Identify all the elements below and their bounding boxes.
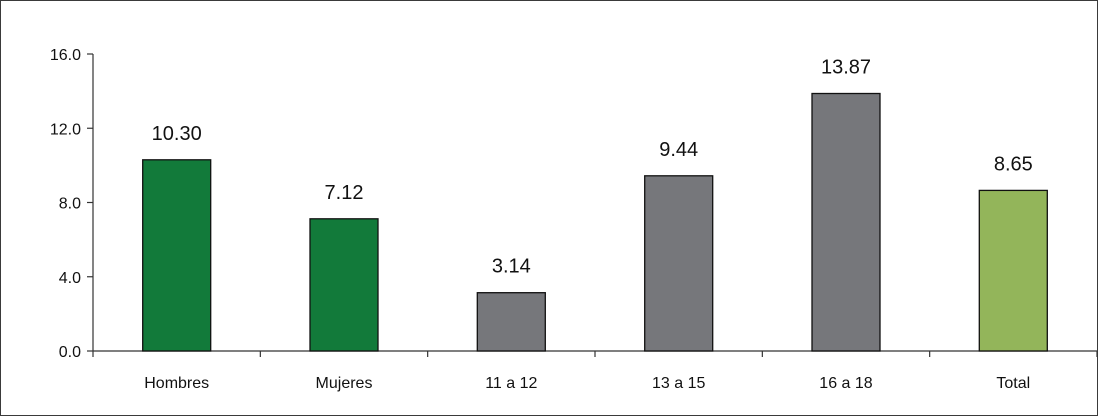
bar-total [978,189,1048,352]
data-label: 13.87 [821,57,871,79]
bar-hombres [142,159,212,352]
category-label: Mujeres [316,375,373,392]
y-tick-label: 0.0 [59,344,81,361]
chart-bars [142,92,1048,352]
category-label: 11 a 12 [485,375,537,392]
data-label: 8.65 [994,153,1033,175]
bar-11-a-12 [476,292,546,352]
y-tick-label: 12.0 [50,121,81,138]
chart-axes: 0.0 4.0 8.0 12.0 16.0 [50,47,1098,361]
y-tick-label: 8.0 [59,196,81,213]
bar-16-a-18 [811,92,881,352]
category-label: 13 a 15 [652,375,705,392]
y-tick-label: 16.0 [50,47,81,64]
data-label: 7.12 [325,182,364,204]
chart-labels: 10.30 Hombres 7.12 Mujeres 3.14 11 a 12 9.44 13… [144,57,1033,393]
category-label: Total [996,375,1030,392]
data-label: 9.44 [659,139,698,161]
category-label: Hombres [144,375,209,392]
data-label: 10.30 [152,123,202,145]
y-tick-label: 4.0 [59,270,81,287]
category-label: 16 a 18 [819,375,872,392]
bar-mujeres [309,218,379,352]
data-label: 3.14 [492,256,531,278]
bar-13-a-15 [644,175,714,352]
